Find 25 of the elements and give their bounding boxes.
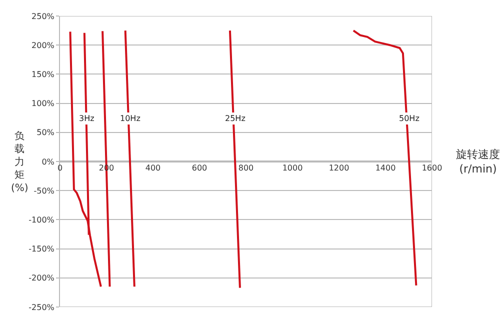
x-axis-title: 旋转速度 (r/min)	[456, 148, 500, 176]
y-tick-label: 250%	[32, 12, 55, 21]
y-tick-label: 50%	[36, 128, 55, 138]
x-tick-label: 400	[145, 164, 161, 172]
annotation: 25Hz	[225, 114, 246, 123]
y-tick-label: 0%	[42, 157, 55, 166]
y-tick-label: -250%	[28, 302, 55, 312]
y-tick-label: 200%	[32, 40, 55, 50]
y-tick-label: -50%	[34, 186, 55, 196]
x-tick-label: 1400	[375, 164, 396, 172]
annotation: 50Hz	[399, 114, 420, 123]
x-tick-label: 600	[192, 164, 208, 172]
y-tick-label: -200%	[28, 274, 55, 283]
x-tick-label: 0	[57, 164, 63, 172]
y-tick-label: 150%	[32, 70, 55, 79]
x-tick-label: 800	[238, 164, 254, 172]
x-tick-label: 1600	[422, 164, 442, 172]
y-tick-label: -150%	[28, 244, 55, 254]
annotation: 3Hz	[79, 114, 94, 123]
y-axis-title: 负载力矩(%)	[11, 130, 28, 194]
x-tick-label: 1000	[282, 164, 303, 172]
y-tick-label: 100%	[32, 99, 55, 108]
x-tick-label: 1200	[328, 164, 350, 172]
annotation: 10Hz	[120, 114, 140, 123]
y-tick-label: -100%	[28, 216, 55, 224]
